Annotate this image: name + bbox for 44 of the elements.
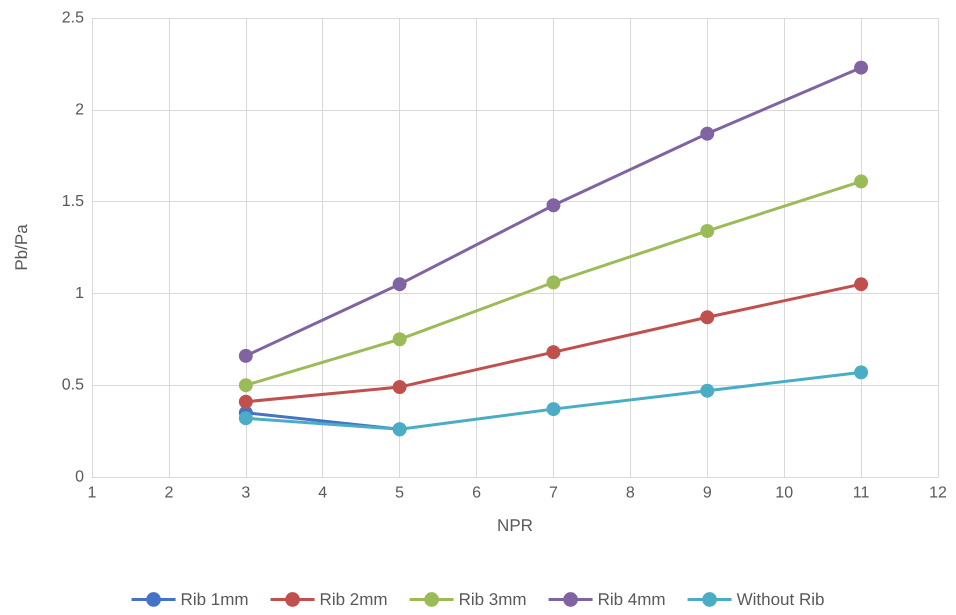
legend-label: Rib 2mm	[320, 590, 388, 609]
point	[238, 348, 253, 363]
y-tick-label: 0.5	[62, 376, 84, 394]
legend-label: Rib 3mm	[458, 590, 527, 609]
x-tick-label: 7	[549, 484, 558, 502]
point	[854, 365, 868, 380]
legend-label: Without Rib	[736, 590, 824, 609]
point	[238, 378, 253, 392]
x-tick-label: 10	[775, 484, 794, 502]
x-tick-label: 1	[88, 484, 97, 502]
x-tick-label: 9	[702, 484, 712, 502]
x-tick-label: 11	[852, 484, 870, 502]
point	[238, 394, 253, 409]
point	[392, 277, 407, 292]
point	[546, 275, 560, 290]
x-tick-label: 8	[626, 484, 635, 502]
point	[700, 224, 714, 238]
x-tick-label: 2	[164, 484, 174, 502]
x-tick-label: 5	[395, 484, 404, 502]
point	[392, 380, 407, 394]
legend-label: Rib 1mm	[180, 590, 249, 609]
y-tick-label: 0	[75, 468, 84, 486]
point	[700, 310, 714, 324]
point	[238, 411, 253, 426]
point	[392, 332, 407, 346]
legend-label: Rib 4mm	[598, 590, 666, 609]
y-tick-label: 2	[75, 101, 84, 118]
y-tick-label: 2.5	[62, 10, 84, 26]
point	[546, 198, 560, 212]
point	[854, 60, 868, 75]
point	[546, 345, 560, 360]
y-tick-label: 1	[75, 284, 84, 302]
point	[854, 174, 868, 188]
point	[546, 402, 560, 416]
point	[700, 384, 714, 398]
y-tick-label: 1.5	[62, 193, 84, 210]
x-tick-label: 12	[929, 484, 947, 502]
x-tick-label: 3	[241, 484, 250, 502]
point	[700, 126, 714, 141]
y-axis-title: Pb/Pa	[12, 224, 31, 271]
x-tick-label: 6	[472, 484, 482, 502]
x-tick-label: 4	[318, 484, 328, 502]
x-axis-title: NPR	[497, 516, 533, 535]
point	[854, 277, 868, 292]
